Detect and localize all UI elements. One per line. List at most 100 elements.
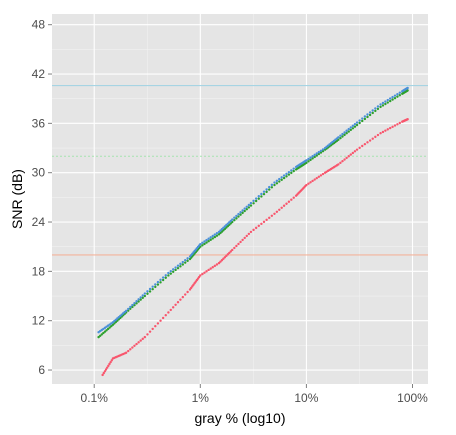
data-point [343, 158, 346, 161]
data-point [169, 272, 172, 275]
data-point [347, 155, 350, 158]
data-point [137, 341, 140, 344]
data-point [406, 89, 409, 92]
data-point [239, 211, 242, 214]
data-point [368, 111, 372, 114]
data-point [159, 278, 162, 282]
data-point [319, 151, 323, 154]
data-point [285, 175, 288, 178]
data-point [181, 263, 185, 266]
data-point [239, 240, 242, 244]
data-point [179, 265, 182, 268]
data-point [257, 195, 260, 198]
data-point [241, 238, 244, 242]
x-axis-title: gray % (log10) [194, 410, 285, 426]
data-point [371, 109, 374, 112]
data-point [245, 205, 248, 208]
data-point [358, 146, 361, 150]
data-point [207, 240, 210, 243]
data-point [249, 201, 253, 205]
data-point [243, 236, 246, 240]
data-point [319, 149, 323, 152]
data-point [292, 167, 295, 170]
data-point [275, 210, 279, 213]
data-point [249, 204, 253, 207]
data-point [355, 123, 359, 127]
data-point [406, 118, 409, 121]
data-point [358, 119, 361, 122]
data-point [353, 150, 357, 153]
data-point [396, 95, 399, 98]
data-point [233, 218, 236, 222]
data-point [247, 206, 251, 209]
data-point [129, 348, 132, 351]
data-point [131, 305, 134, 309]
data-point [205, 241, 208, 244]
data-point [171, 306, 175, 309]
data-point [124, 309, 128, 313]
data-point [317, 150, 321, 154]
data-point [143, 294, 147, 298]
data-point [398, 94, 402, 97]
data-point [317, 152, 321, 156]
data-point [309, 158, 312, 162]
data-point [321, 172, 325, 176]
data-point [278, 208, 281, 211]
data-point [103, 370, 107, 373]
data-point [213, 233, 217, 236]
data-point [262, 190, 266, 193]
data-point [254, 226, 258, 230]
data-point [156, 280, 160, 284]
data-point [184, 259, 187, 262]
data-point [148, 330, 152, 333]
data-point [282, 204, 286, 207]
data-point [215, 263, 219, 266]
data-point [176, 266, 180, 270]
data-point [287, 173, 291, 176]
data-point [398, 121, 402, 125]
data-point [381, 104, 385, 107]
data-point [315, 154, 318, 157]
data-point [241, 209, 244, 212]
x-tick-label: 1% [192, 391, 210, 405]
data-point [154, 283, 157, 286]
data-point [164, 274, 167, 277]
data-point [243, 209, 246, 213]
data-point [366, 141, 369, 144]
data-point [278, 180, 281, 183]
data-point [307, 160, 310, 163]
data-point [379, 105, 382, 109]
data-point [161, 276, 165, 279]
data-point [393, 124, 397, 127]
data-point [311, 157, 314, 160]
data-point [154, 324, 157, 328]
data-point [275, 179, 279, 183]
data-point [361, 144, 364, 148]
data-point [341, 135, 344, 138]
data-point [159, 319, 162, 322]
data-point [285, 172, 288, 176]
data-point [151, 287, 154, 291]
data-point [211, 234, 214, 238]
data-point [225, 254, 228, 258]
data-point [358, 121, 361, 125]
data-point [262, 192, 266, 196]
data-point [108, 362, 111, 366]
data-point [339, 136, 342, 140]
data-point [252, 202, 255, 205]
data-point [388, 97, 392, 100]
data-point [398, 91, 402, 94]
data-point [341, 132, 344, 136]
data-point [270, 214, 274, 218]
data-point [108, 326, 111, 329]
data-point [391, 98, 394, 101]
data-point [161, 316, 165, 320]
data-point [159, 281, 162, 284]
data-point [311, 155, 314, 158]
data-point [164, 276, 167, 279]
data-point [184, 293, 187, 296]
y-axis-ticks: 6 12 18 24 30 36 42 48 [32, 18, 52, 377]
data-point [226, 253, 230, 256]
data-point [127, 307, 130, 311]
